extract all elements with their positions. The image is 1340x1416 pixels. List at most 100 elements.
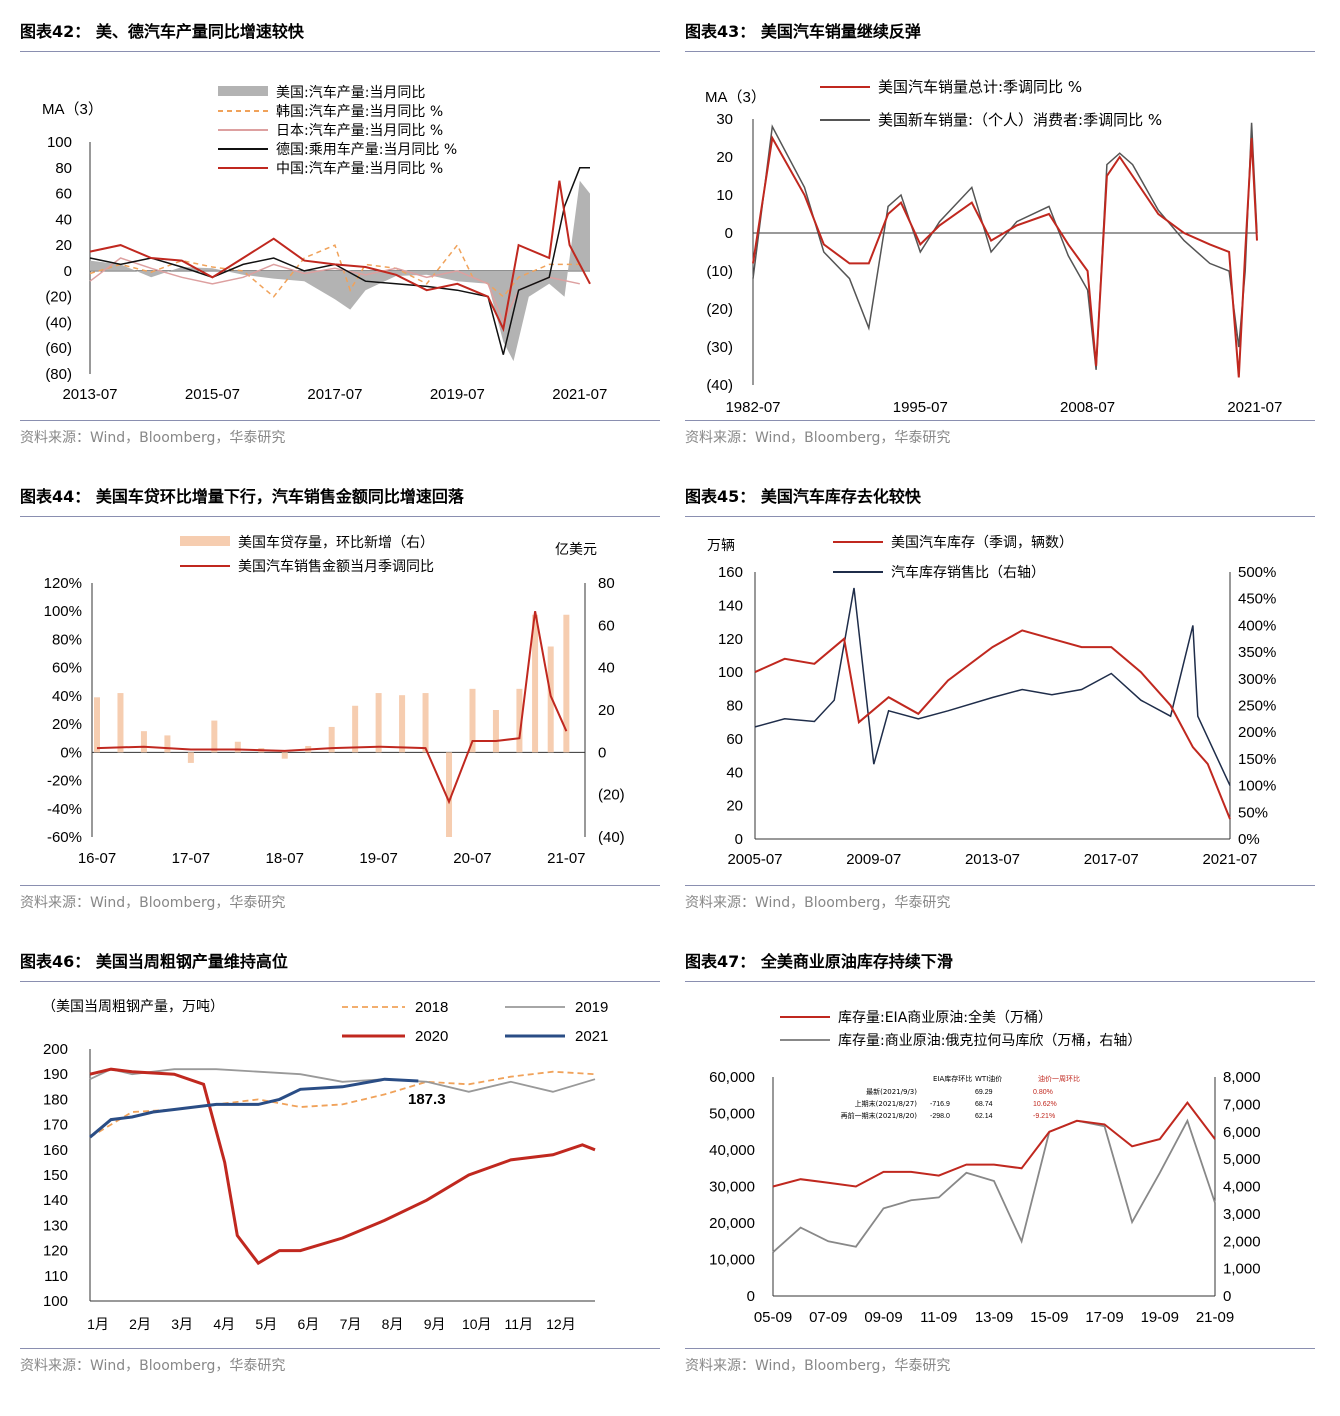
y-tick-label: 50,000 [709,1106,755,1123]
bar [140,731,147,753]
legend-swatch [180,536,230,546]
y-tick-label: 180 [43,1091,68,1108]
table-cell: 68.74 [975,1101,993,1108]
x-tick-label: 21-09 [1196,1309,1234,1326]
y2-tick-label: 150% [1238,751,1276,768]
y-tick-label: 120 [718,631,743,648]
y-tick-label: 60% [52,660,82,677]
y2-tick-label: 300% [1238,671,1276,688]
y-tick-label: 20,000 [709,1215,755,1232]
y2-tick-label: 400% [1238,617,1276,634]
y2-tick-label: 7,000 [1223,1096,1261,1113]
bar [422,693,429,753]
series-line-china [89,180,591,333]
x-tick-label: 2017-07 [307,386,362,403]
table-cell: 0.80% [1033,1089,1053,1096]
x-tick-label: 2月 [129,1316,151,1332]
y-tick-label: 120 [43,1243,68,1260]
table-cell: -716.9 [930,1101,950,1108]
bar [469,688,476,753]
y-tick-label: 80 [726,698,743,715]
x-tick-label: 18-07 [266,850,304,867]
source-note: 资料来源：Wind，Bloomberg，华泰研究 [685,885,1315,912]
x-tick-label: 6月 [298,1316,320,1332]
source-note: 资料来源：Wind，Bloomberg，华泰研究 [20,420,660,447]
x-tick-label: 2021-07 [1202,851,1257,868]
chart-42-svg: MA（3） 100 80 60 40 20 0 (20) (40) (60) (80) 2013-07… [42,84,607,403]
series-line-germany [89,167,590,355]
x-tick-label: 12月 [546,1316,576,1332]
y-tick-label: 10 [716,187,733,204]
legend-label: 美国:汽车产量:当月同比 [276,84,425,101]
y-tick-label: 140 [43,1192,68,1209]
x-tick-label: 11月 [505,1316,534,1332]
x-tick-label: 1995-07 [893,399,948,416]
y-tick-label: (60) [45,340,72,357]
y-tick-label: 20 [716,149,733,166]
chart-title: 图表42： 美、德汽车产量同比增速较快 [20,12,660,52]
x-tick-label: 05-09 [754,1309,792,1326]
table-header-cell: 油价一周环比 [1038,1074,1080,1083]
x-tick-label: 4月 [213,1316,235,1332]
x-tick-label: 7月 [340,1316,362,1332]
x-tick-label: 2005-07 [727,851,782,868]
legend-label: 美国汽车库存（季调，辆数） [891,534,1073,551]
y2-tick-label: 40 [598,660,615,677]
y-tick-label: 0 [725,225,733,242]
y-tick-label: 60 [726,731,743,748]
y-tick-label: -40% [47,801,82,818]
legend-swatch [218,86,268,96]
y-tick-label: -60% [47,829,82,846]
y-axis-title: （美国当周粗钢产量，万吨） [42,999,224,1015]
source-note: 资料来源：Wind，Bloomberg，华泰研究 [20,885,660,912]
x-tick-label: 09-09 [864,1309,902,1326]
chart-45-svg: 万辆 160 140 120 100 80 60 40 20 0 500% 450% 400% 350% 3… [707,534,1276,868]
x-tick-label: 5月 [255,1316,277,1332]
legend-label: 德国:乘用车产量:当月同比 % [276,141,457,158]
bar [281,752,288,759]
chart-43-svg: MA（3） 30 20 10 0 (10) (20) (30) (40) 1982-07 1995-… [705,78,1282,416]
x-tick-label: 13-09 [975,1309,1013,1326]
y2-tick-label: 6,000 [1223,1124,1261,1141]
x-tick-label: 15-09 [1030,1309,1068,1326]
table-header-cell: WTI油价 [975,1074,1002,1083]
y-tick-label: (20) [45,289,72,306]
x-tick-label: 2021-07 [1227,399,1282,416]
x-tick-label: 2021-07 [552,386,607,403]
y2-tick-label: 250% [1238,698,1276,715]
x-tick-label: 2013-07 [965,851,1020,868]
y2-tick-label: 0 [1223,1288,1231,1305]
legend-label: 美国车贷存量，环比新增（右） [238,534,434,551]
y-tick-label: 80 [55,160,72,177]
y-tick-label: 100 [43,1293,68,1310]
bar [516,688,523,753]
y-tick-label: 30 [716,111,733,128]
x-tick-label: 2008-07 [1060,399,1115,416]
y-tick-label: 0 [64,263,72,280]
y-tick-label: -20% [47,773,82,790]
x-tick-label: 2013-07 [62,386,117,403]
bar [446,752,453,837]
bar [375,693,382,753]
y-tick-label: 170 [43,1117,68,1134]
legend-label: 汽车库存销售比（右轴） [891,564,1045,581]
y-tick-label: 60,000 [709,1069,755,1086]
legend-label: 日本:汽车产量:当月同比 % [276,122,443,139]
y-tick-label: 0 [735,831,743,848]
table-header-cell: EIA库存环比 [933,1074,972,1083]
y-tick-label: 30,000 [709,1179,755,1196]
bar [164,735,171,753]
y2-tick-label: 200% [1238,724,1276,741]
chart-46-svg: （美国当周粗钢产量，万吨） 200 190 180 170 160 150 140 130 120… [42,999,608,1332]
table-cell: 再前一期末(2021/8/20) [841,1111,918,1120]
bar [234,741,241,753]
y-tick-label: 20% [52,716,82,733]
y-axis-title: MA（3） [705,89,766,106]
x-tick-label: 9月 [424,1316,446,1332]
chart-title: 图表45： 美国汽车库存去化较快 [685,477,1315,517]
legend-label: 库存量:商业原油:俄克拉何马库欣（万桶，右轴） [838,1033,1141,1049]
x-tick-label: 2019-07 [430,386,485,403]
y-tick-label: (10) [706,263,733,280]
y2-tick-label: 500% [1238,564,1276,581]
x-tick-label: 16-07 [78,850,116,867]
